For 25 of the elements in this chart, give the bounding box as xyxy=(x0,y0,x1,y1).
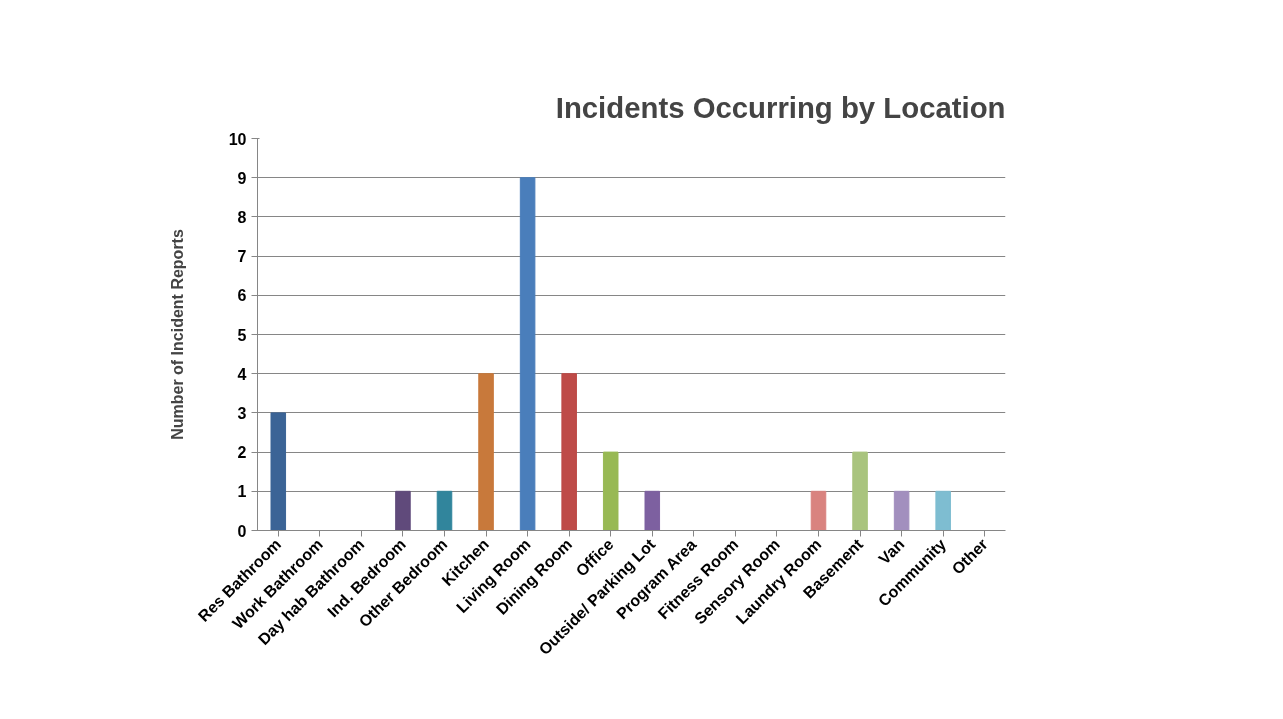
chart-title: Incidents Occurring by Location xyxy=(555,90,1006,124)
y-tick-label: 3 xyxy=(237,404,247,422)
bar xyxy=(519,177,536,531)
y-tick-label: 0 xyxy=(237,522,247,540)
y-tick-label: 1 xyxy=(237,483,247,501)
bar xyxy=(436,490,453,531)
bar xyxy=(852,451,868,531)
bar xyxy=(810,490,827,531)
y-tick-label: 5 xyxy=(237,326,247,344)
bar xyxy=(395,490,411,531)
y-tick-label: 6 xyxy=(237,287,247,305)
y-tick-label: 7 xyxy=(237,248,247,266)
y-axis-title: Number of Incident Reports xyxy=(168,229,186,440)
bar xyxy=(644,490,661,531)
bar xyxy=(935,490,951,531)
bar xyxy=(270,412,287,531)
bar xyxy=(893,490,910,531)
bar xyxy=(478,373,494,531)
y-tick-label: 8 xyxy=(237,208,247,226)
y-tick-label: 2 xyxy=(237,444,247,462)
bar xyxy=(561,373,577,531)
y-tick-label: 9 xyxy=(237,169,247,187)
y-tick-label: 10 xyxy=(228,130,247,148)
bar xyxy=(602,451,619,531)
y-tick-label: 4 xyxy=(237,365,247,383)
